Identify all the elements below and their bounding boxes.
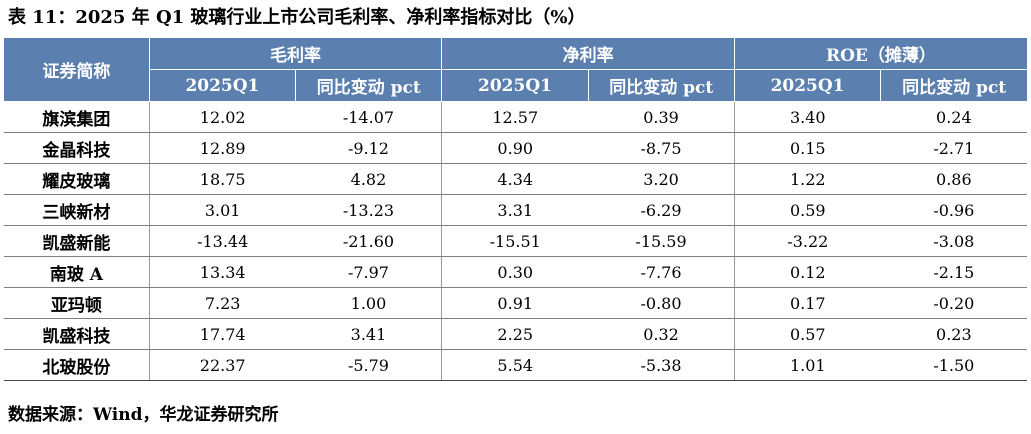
data-source-note: 数据来源：Wind，华龙证券研究所 [8,405,279,425]
cell: -2.15 [880,256,1027,288]
cell: 5.54 [441,349,589,381]
cell: -13.44 [149,225,296,257]
table-row: 南玻 A 13.34 -7.97 0.30 -7.76 0.12 -2.15 [4,256,1027,288]
cell: -14.07 [295,101,443,133]
table-row: 三峡新材 3.01 -13.23 3.31 -6.29 0.59 -0.96 [4,194,1027,226]
header-group-net-margin: 净利率 [441,38,735,70]
cell: -15.59 [588,225,735,257]
cell: -6.29 [588,194,735,226]
cell: -3.22 [734,225,881,257]
row-name: 凯盛新能 [4,225,150,257]
table-header: 证券简称 毛利率 净利率 ROE（摊薄） 2025Q1 同比变动 pct 202… [4,38,1027,102]
table-row: 旗滨集团 12.02 -14.07 12.57 0.39 3.40 0.24 [4,101,1027,133]
cell: 3.20 [588,163,735,195]
cell: 18.75 [149,163,296,195]
cell: 0.57 [734,318,881,350]
cell: -7.76 [588,256,735,288]
comparison-table: 证券简称 毛利率 净利率 ROE（摊薄） 2025Q1 同比变动 pct 202… [4,38,1027,381]
cell: 1.00 [295,287,443,319]
cell: -13.23 [295,194,443,226]
cell: -8.75 [588,132,735,164]
cell: 22.37 [149,349,296,381]
header-group-gross-margin: 毛利率 [148,38,443,70]
cell: 0.91 [441,287,589,319]
cell: -3.08 [880,225,1027,257]
cell: 0.59 [734,194,881,226]
cell: -21.60 [295,225,443,257]
cell: 4.34 [441,163,589,195]
header-security-name: 证券简称 [4,38,150,102]
row-name: 耀皮玻璃 [4,163,150,195]
table-row: 北玻股份 22.37 -5.79 5.54 -5.38 1.01 -1.50 [4,349,1027,381]
cell: 7.23 [149,287,296,319]
cell: 17.74 [149,318,296,350]
cell: 12.89 [149,132,296,164]
cell: 0.12 [734,256,881,288]
table-row: 凯盛科技 17.74 3.41 2.25 0.32 0.57 0.23 [4,318,1027,350]
row-name: 旗滨集团 [4,101,150,133]
cell: -1.50 [880,349,1027,381]
row-name: 北玻股份 [4,349,150,381]
cell: 0.30 [441,256,589,288]
cell: 0.39 [588,101,735,133]
row-name: 三峡新材 [4,194,150,226]
cell: 0.32 [588,318,735,350]
cell: 2.25 [441,318,589,350]
cell: 12.57 [441,101,589,133]
cell: -0.96 [880,194,1027,226]
cell: 1.01 [734,349,881,381]
cell: 1.22 [734,163,881,195]
table-caption: 表 11：2025 年 Q1 玻璃行业上市公司毛利率、净利率指标对比（%） [8,7,586,28]
cell: -9.12 [295,132,443,164]
table-row: 凯盛新能 -13.44 -21.60 -15.51 -15.59 -3.22 -… [4,225,1027,257]
table-body: 旗滨集团 12.02 -14.07 12.57 0.39 3.40 0.24 金… [4,101,1027,381]
cell: 0.17 [734,287,881,319]
header-sub: 2025Q1 [733,69,882,102]
cell: 3.41 [295,318,443,350]
row-name: 南玻 A [4,256,150,288]
header-sub: 2025Q1 [441,69,589,102]
row-name: 亚玛顿 [4,287,150,319]
cell: 3.31 [441,194,589,226]
cell: 13.34 [149,256,296,288]
cell: 4.82 [295,163,443,195]
cell: -15.51 [441,225,589,257]
cell: 0.15 [734,132,881,164]
cell: -5.38 [588,349,735,381]
row-name: 金晶科技 [4,132,150,164]
cell: 3.01 [149,194,296,226]
header-group-roe: ROE（摊薄） [733,38,1027,70]
cell: 0.86 [880,163,1027,195]
cell: -0.80 [588,287,735,319]
cell: -7.97 [295,256,443,288]
table-row: 亚玛顿 7.23 1.00 0.91 -0.80 0.17 -0.20 [4,287,1027,319]
table-container: 证券简称 毛利率 净利率 ROE（摊薄） 2025Q1 同比变动 pct 202… [4,38,1027,381]
cell: -5.79 [295,349,443,381]
header-sub: 同比变动 pct [880,69,1027,102]
cell: -2.71 [880,132,1027,164]
cell: 0.23 [880,318,1027,350]
table-row: 金晶科技 12.89 -9.12 0.90 -8.75 0.15 -2.71 [4,132,1027,164]
row-name: 凯盛科技 [4,318,150,350]
header-sub: 2025Q1 [148,69,297,102]
cell: 0.24 [880,101,1027,133]
cell: -0.20 [880,287,1027,319]
table-row: 耀皮玻璃 18.75 4.82 4.34 3.20 1.22 0.86 [4,163,1027,195]
cell: 12.02 [149,101,296,133]
cell: 0.90 [441,132,589,164]
header-sub: 同比变动 pct [295,69,443,102]
header-sub: 同比变动 pct [587,69,735,102]
cell: 3.40 [734,101,881,133]
